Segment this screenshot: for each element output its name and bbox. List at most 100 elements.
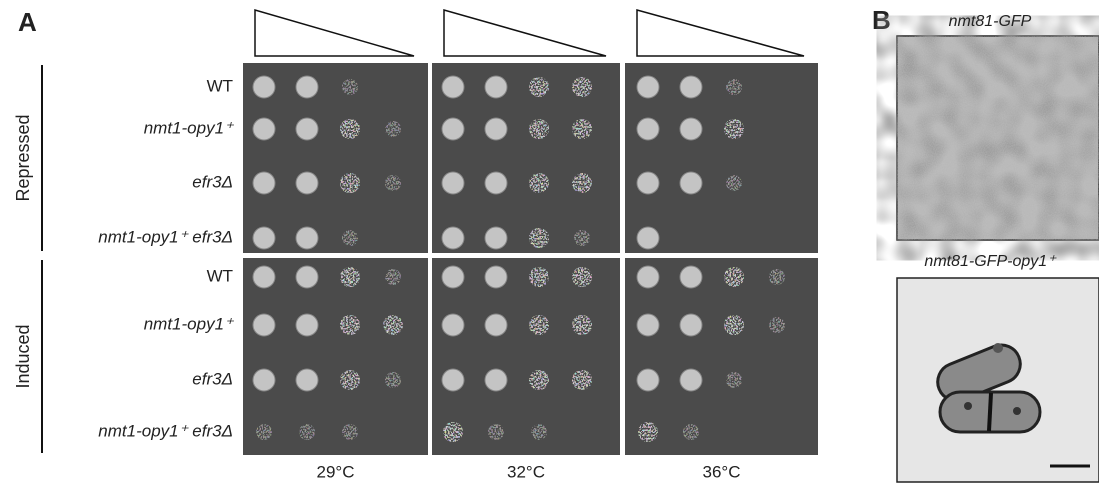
colony-spot — [442, 76, 464, 98]
colony-spot — [296, 118, 318, 140]
colony-spot — [726, 372, 742, 388]
strain-label: nmt1-opy1⁺ — [144, 314, 235, 333]
colony-spot — [680, 118, 702, 140]
colony-spot — [485, 172, 507, 194]
strain-label: efr3Δ — [192, 369, 233, 388]
colony-spot — [296, 76, 318, 98]
colony-spot — [385, 121, 401, 137]
colony-spot — [485, 369, 507, 391]
colony-spot — [680, 314, 702, 336]
image-label: nmt81-GFP-opy1⁺ — [924, 253, 1057, 270]
colony-spot — [572, 267, 592, 287]
plate — [243, 258, 428, 455]
colony-spot — [485, 314, 507, 336]
colony-spot — [253, 76, 275, 98]
colony-spot — [383, 315, 403, 335]
colony-spot — [253, 314, 275, 336]
dilution-wedge — [255, 10, 414, 56]
colony-spot — [253, 369, 275, 391]
colony-spot — [299, 424, 315, 440]
strain-label: nmt1-opy1⁺ efr3Δ — [98, 227, 233, 246]
colony-spot — [572, 173, 592, 193]
colony-spot — [637, 118, 659, 140]
dilution-wedge — [444, 10, 606, 56]
colony-spot — [574, 230, 590, 246]
colony-spot — [724, 315, 744, 335]
colony-spot — [769, 317, 785, 333]
colony-spot — [385, 175, 401, 191]
colony-spot — [769, 269, 785, 285]
colony-spot — [726, 175, 742, 191]
colony-spot — [637, 172, 659, 194]
colony-spot — [296, 369, 318, 391]
plates — [243, 10, 818, 455]
colony-spot — [637, 76, 659, 98]
colony-spot — [442, 227, 464, 249]
colony-spot — [385, 269, 401, 285]
colony-spot — [680, 76, 702, 98]
colony-spot — [724, 119, 744, 139]
colony-spot — [485, 118, 507, 140]
colony-spot — [529, 173, 549, 193]
colony-spot — [296, 172, 318, 194]
colony-spot — [572, 315, 592, 335]
group-label: Induced — [13, 324, 33, 388]
colony-spot — [342, 79, 358, 95]
colony-spot — [340, 315, 360, 335]
colony-spot — [296, 314, 318, 336]
colony-spot — [340, 370, 360, 390]
colony-spot — [256, 424, 272, 440]
colony-spot — [442, 118, 464, 140]
colony-spot — [637, 314, 659, 336]
colony-spot — [529, 228, 549, 248]
colony-spot — [296, 266, 318, 288]
colony-spot — [340, 267, 360, 287]
strain-label: efr3Δ — [192, 172, 233, 191]
colony-spot — [529, 315, 549, 335]
colony-spot — [442, 266, 464, 288]
colony-spot — [638, 422, 658, 442]
temperature-label: 32°C — [507, 462, 545, 481]
colony-spot — [680, 369, 702, 391]
colony-spot — [253, 266, 275, 288]
colony-spot — [296, 227, 318, 249]
colony-spot — [342, 424, 358, 440]
colony-spot — [342, 230, 358, 246]
colony-spot — [637, 266, 659, 288]
image-label: nmt81-GFP — [949, 13, 1032, 30]
colony-spot — [385, 372, 401, 388]
colony-spot — [572, 77, 592, 97]
temperature-label: 36°C — [703, 462, 741, 481]
colony-spot — [529, 119, 549, 139]
colony-spot — [724, 267, 744, 287]
strain-label: nmt1-opy1⁺ — [144, 118, 235, 137]
colony-spot — [442, 369, 464, 391]
dilution-wedge — [637, 10, 804, 56]
colony-spot — [340, 173, 360, 193]
colony-spot — [485, 266, 507, 288]
colony-spot — [485, 227, 507, 249]
colony-spot — [683, 424, 699, 440]
colony-spot — [726, 79, 742, 95]
colony-spot — [637, 369, 659, 391]
colony-spot — [485, 76, 507, 98]
colony-spot — [253, 118, 275, 140]
colony-spot — [442, 172, 464, 194]
colony-spot — [572, 370, 592, 390]
temperature-label: 29°C — [317, 462, 355, 481]
group-label: Repressed — [13, 114, 33, 201]
colony-spot — [637, 227, 659, 249]
panel-label: B — [872, 5, 891, 35]
colony-spot — [531, 424, 547, 440]
strain-label: WT — [207, 76, 233, 95]
colony-spot — [680, 266, 702, 288]
colony-spot — [253, 227, 275, 249]
colony-spot — [340, 119, 360, 139]
colony-spot — [572, 119, 592, 139]
micrograph-noise — [897, 36, 1099, 240]
colony-spot — [488, 424, 504, 440]
colony-spot — [680, 172, 702, 194]
colony-spot — [529, 267, 549, 287]
colony-spot — [529, 77, 549, 97]
strain-label: WT — [207, 266, 233, 285]
